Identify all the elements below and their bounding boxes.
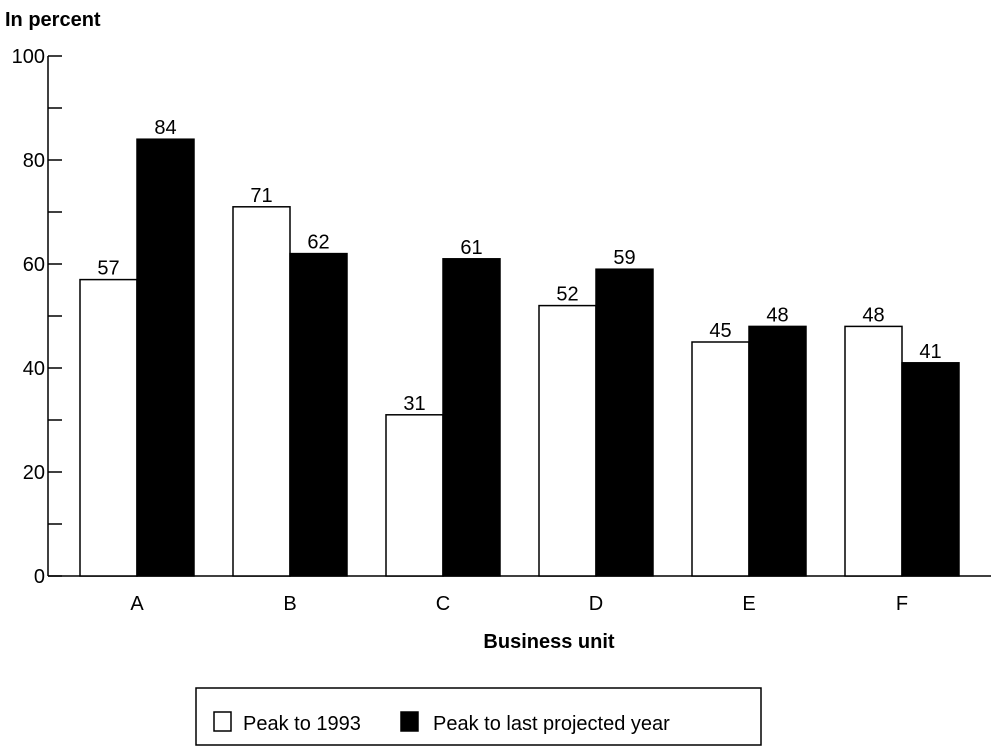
bar-d-series-1 — [538, 304, 597, 577]
data-label-d-series-1: 52 — [556, 284, 578, 306]
x-tick-label: B — [283, 593, 296, 615]
bar-a-series-1 — [79, 278, 138, 577]
x-tick-label: C — [436, 593, 450, 615]
data-label-f-series-1: 48 — [862, 304, 884, 326]
y-tick-label: 100 — [12, 46, 45, 68]
y-tick-label: 80 — [23, 150, 45, 172]
data-label-c-series-2: 61 — [460, 237, 482, 259]
legend-swatch-peak-1993 — [213, 711, 232, 732]
data-label-e-series-1: 45 — [709, 320, 731, 342]
legend-label-peak-1993: Peak to 1993 — [243, 713, 361, 735]
bar-a-series-2 — [136, 138, 195, 577]
data-label-e-series-2: 48 — [766, 304, 788, 326]
bar-c-series-1 — [385, 414, 444, 577]
bar-c-series-2 — [442, 258, 501, 577]
legend-frame — [195, 687, 762, 746]
bar-b-series-1 — [232, 206, 291, 577]
y-tick-label: 40 — [23, 358, 45, 380]
data-label-c-series-1: 31 — [403, 393, 425, 415]
y-tick-label: 20 — [23, 462, 45, 484]
bar-d-series-2 — [595, 268, 654, 577]
data-label-d-series-2: 59 — [613, 247, 635, 269]
x-tick-label: E — [742, 593, 755, 615]
y-tick-label: 60 — [23, 254, 45, 276]
y-tick-label: 0 — [34, 566, 45, 588]
legend-swatch-peak-projected — [400, 711, 419, 732]
data-label-f-series-2: 41 — [919, 341, 941, 363]
x-tick-label: D — [589, 593, 603, 615]
plot-area: 0 20 40 60 80 100 57 84 A 71 62 B 31 61 C 52 59 D 45 48 E 48 4… — [12, 46, 991, 615]
bar-b-series-2 — [289, 252, 348, 577]
bar-f-series-2 — [901, 362, 960, 577]
bar-e-series-2 — [748, 325, 807, 577]
x-axis-title: Business unit — [483, 631, 614, 653]
x-tick-label: F — [896, 593, 908, 615]
legend: Peak to 1993 Peak to last projected year — [195, 687, 762, 746]
legend-label-peak-projected: Peak to last projected year — [433, 713, 670, 735]
y-axis-title: In percent — [5, 9, 101, 31]
data-label-b-series-1: 71 — [250, 185, 272, 207]
data-label-a-series-1: 57 — [97, 258, 119, 280]
x-tick-label: A — [130, 593, 144, 615]
bar-f-series-1 — [844, 325, 903, 577]
data-label-b-series-2: 62 — [307, 232, 329, 254]
data-label-a-series-2: 84 — [154, 117, 176, 139]
bar-e-series-1 — [691, 341, 750, 577]
